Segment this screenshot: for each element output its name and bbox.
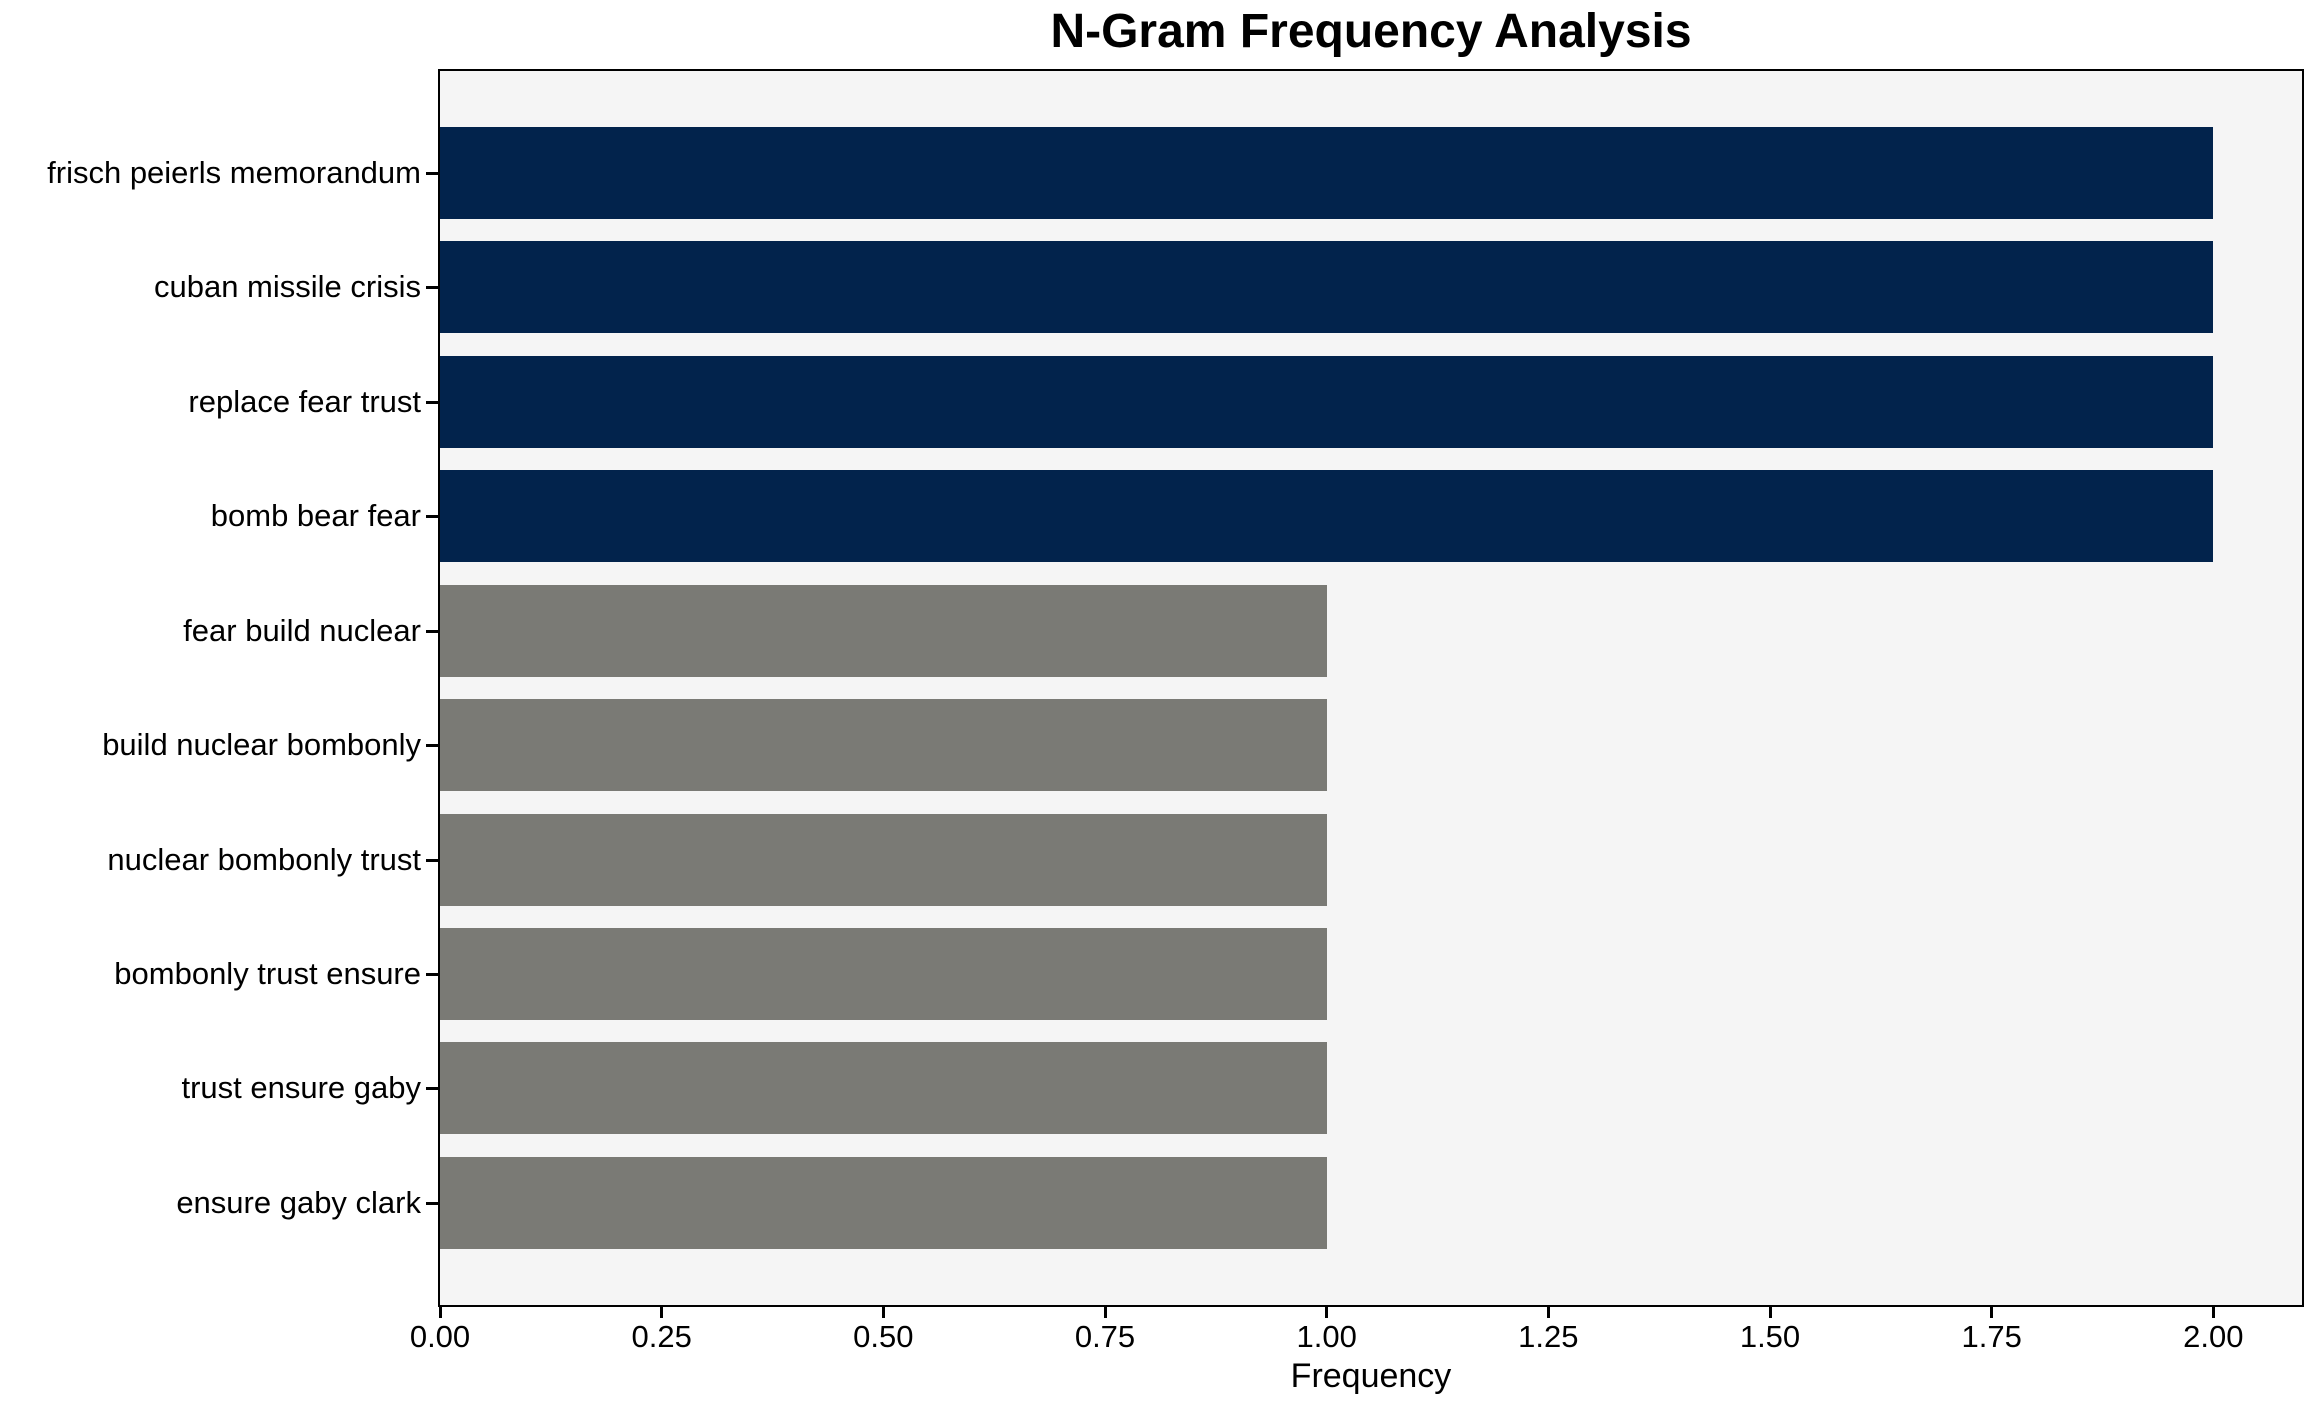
x-tick-label: 1.75 [1961,1319,2022,1354]
bar-trust-ensure-gaby [440,1042,1327,1135]
chart-title: N-Gram Frequency Analysis [1050,5,1692,58]
y-tick-mark [426,973,438,976]
y-tick-mark [426,1087,438,1091]
y-tick-mark [426,286,438,290]
bar-fear-build-nuclear [440,584,1327,677]
y-tick-mark [426,400,438,404]
y-tick-label: frisch peierls memorandum [47,155,421,190]
y-tick-label: nuclear bombonly trust [107,841,421,877]
y-tick-label: bombonly trust ensure [114,956,421,991]
bar-replace-fear-trust [440,355,2214,448]
y-tick-mark [426,172,438,175]
y-tick-mark [426,629,438,633]
x-tick-mark [1546,1307,1550,1318]
x-tick-label: 2.00 [2183,1319,2244,1354]
y-tick-label: bomb bear fear [210,498,421,534]
x-tick-label: 1.25 [1518,1319,1579,1354]
bar-bombonly-trust-ensure [440,928,1327,1020]
y-tick-mark [426,1201,438,1205]
x-axis-label: Frequency [1290,1357,1452,1395]
x-tick-mark [881,1307,885,1318]
y-tick-mark [426,515,438,519]
x-tick-mark [1768,1307,1772,1318]
x-tick-mark [660,1307,664,1318]
bar-ensure-gaby-clark [440,1156,1327,1249]
x-tick-mark [1990,1307,1994,1318]
x-tick-label: 1.00 [1296,1319,1357,1354]
bar-cuban-missile-crisis [440,241,2214,334]
x-tick-label: 0.75 [1074,1319,1136,1354]
y-tick-label: ensure gaby clark [176,1184,421,1220]
y-tick-label: fear build nuclear [183,612,421,648]
y-tick-label: replace fear trust [188,383,421,419]
y-tick-label: build nuclear bombonly [102,727,421,763]
plot-area [438,69,2304,1307]
x-tick-label: 1.50 [1739,1319,1801,1354]
y-tick-label: trust ensure gaby [181,1070,421,1106]
x-tick-mark [2211,1307,2215,1318]
bar-nuclear-bombonly-trust [440,813,1327,906]
x-tick-label: 0.25 [631,1319,692,1354]
y-tick-mark [426,858,438,862]
bar-bomb-bear-fear [440,470,2214,563]
x-tick-mark [1103,1307,1107,1318]
x-tick-label: 0.50 [853,1319,914,1354]
bar-build-nuclear-bombonly [440,699,1327,792]
x-tick-label: 0.00 [409,1319,471,1354]
y-tick-mark [426,744,438,748]
bar-frisch-peierls-memorandum [440,127,2214,219]
y-tick-label: cuban missile crisis [153,269,421,305]
x-tick-mark [438,1307,442,1318]
x-tick-mark [1325,1307,1329,1318]
